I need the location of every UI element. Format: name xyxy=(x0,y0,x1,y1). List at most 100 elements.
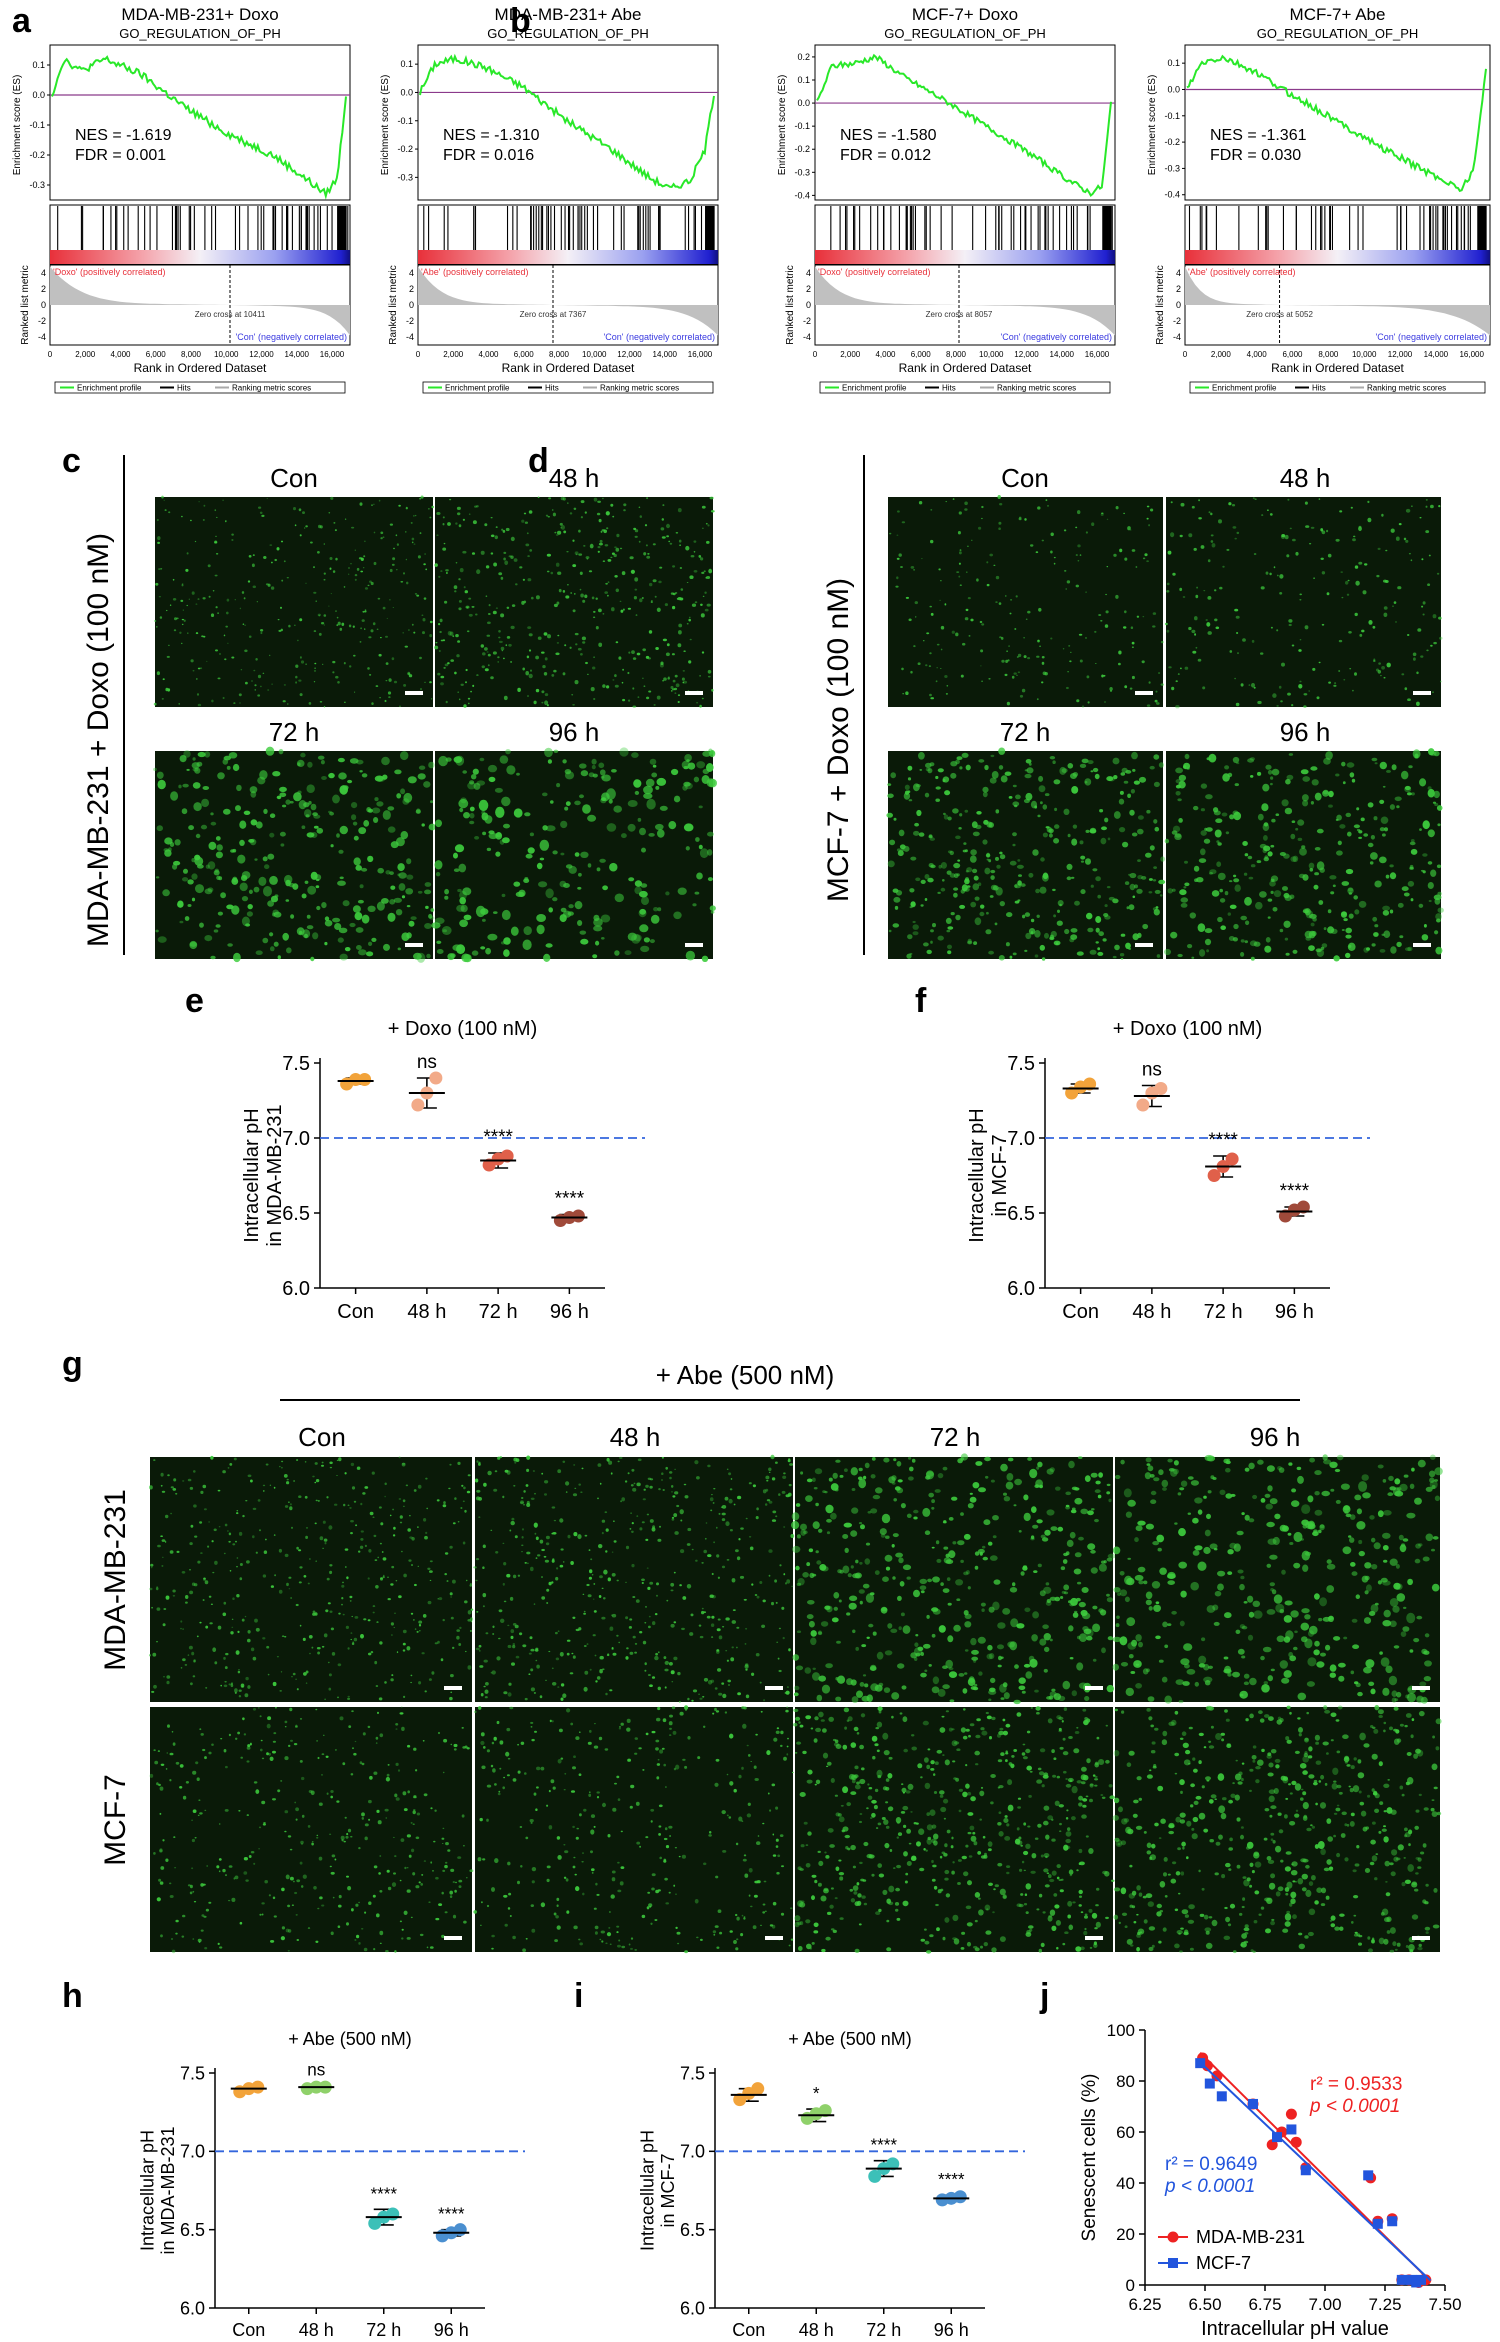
cell xyxy=(725,1521,730,1527)
cell xyxy=(230,1684,234,1688)
cell xyxy=(602,684,606,688)
cell xyxy=(458,863,467,873)
cell xyxy=(354,691,356,693)
cell xyxy=(1304,1638,1313,1649)
cell xyxy=(677,508,682,513)
cell xyxy=(625,1581,627,1583)
cell xyxy=(284,1635,287,1638)
cell xyxy=(962,642,966,646)
cell xyxy=(1126,1617,1136,1627)
cell xyxy=(1055,1486,1061,1491)
cell xyxy=(525,671,529,676)
cell xyxy=(901,667,904,671)
cell xyxy=(367,667,370,670)
cell xyxy=(384,1482,387,1486)
cell xyxy=(240,669,243,671)
cell xyxy=(900,566,903,568)
cell xyxy=(1116,1615,1120,1619)
cell xyxy=(1410,839,1415,843)
cell xyxy=(1374,924,1379,928)
cell xyxy=(1354,1494,1362,1501)
cell xyxy=(382,774,388,780)
cell xyxy=(1179,587,1183,592)
cell xyxy=(887,793,894,799)
cell xyxy=(1420,655,1424,658)
cell xyxy=(1348,631,1352,634)
cell xyxy=(630,1512,632,1514)
cell xyxy=(388,678,392,682)
cell xyxy=(1302,776,1310,782)
cell xyxy=(619,547,623,550)
cell xyxy=(930,509,933,511)
cell xyxy=(793,1692,799,1697)
cell xyxy=(852,1573,861,1579)
cell xyxy=(1198,517,1202,520)
cell xyxy=(795,1565,800,1571)
cell xyxy=(788,1648,791,1652)
cell xyxy=(543,1555,547,1558)
cell xyxy=(1137,859,1141,862)
cell xyxy=(942,1684,950,1690)
cell xyxy=(434,645,439,650)
cell xyxy=(436,1499,440,1502)
cell xyxy=(944,790,951,796)
cell xyxy=(709,496,714,500)
cell xyxy=(247,1630,251,1634)
cell xyxy=(153,1459,156,1461)
cell xyxy=(212,590,215,592)
cell xyxy=(387,912,396,922)
cell xyxy=(1227,1672,1232,1677)
cell xyxy=(693,551,696,553)
cell xyxy=(607,1577,611,1582)
cell xyxy=(186,768,190,771)
cell xyxy=(307,1582,310,1585)
cell xyxy=(202,1599,205,1601)
cell xyxy=(842,1565,850,1574)
panel-letter-g: g xyxy=(62,1345,83,1383)
cell xyxy=(1135,1663,1140,1666)
cell xyxy=(1147,1696,1155,1702)
cell xyxy=(165,609,168,612)
cell xyxy=(224,658,227,661)
cell xyxy=(502,1582,505,1586)
cell xyxy=(1420,1696,1428,1704)
cell xyxy=(938,864,942,869)
cell xyxy=(1025,792,1033,801)
cell xyxy=(464,1600,468,1604)
cell xyxy=(1002,1682,1008,1688)
cell xyxy=(1232,756,1240,764)
cell xyxy=(368,1652,372,1656)
cell xyxy=(872,1631,877,1636)
cell xyxy=(551,1559,555,1563)
cell xyxy=(215,851,223,859)
cell xyxy=(971,1656,979,1661)
cell xyxy=(360,1538,364,1541)
cell xyxy=(506,636,511,639)
cell xyxy=(695,837,700,842)
cell xyxy=(1289,527,1292,530)
cell xyxy=(1432,1536,1439,1540)
cell xyxy=(924,792,930,798)
cell xyxy=(214,1661,218,1665)
cell xyxy=(358,557,363,560)
cell xyxy=(413,631,416,634)
cell xyxy=(800,1471,804,1475)
cell xyxy=(1330,1488,1335,1492)
x-axis-label: Rank in Ordered Dataset xyxy=(899,361,1032,375)
cell xyxy=(238,1531,243,1536)
cell xyxy=(900,1503,906,1509)
cell xyxy=(1125,770,1132,774)
cell xyxy=(698,555,702,558)
cell xyxy=(306,925,314,930)
cell xyxy=(958,511,962,515)
cell xyxy=(688,618,691,622)
cell xyxy=(157,779,166,790)
metric-tick-label: 0 xyxy=(806,300,811,310)
cell xyxy=(482,652,486,656)
cell xyxy=(955,835,961,840)
cell xyxy=(488,776,496,783)
cell xyxy=(1337,840,1342,846)
cell xyxy=(425,1531,428,1535)
cell xyxy=(1265,571,1269,575)
cell xyxy=(1198,858,1207,863)
